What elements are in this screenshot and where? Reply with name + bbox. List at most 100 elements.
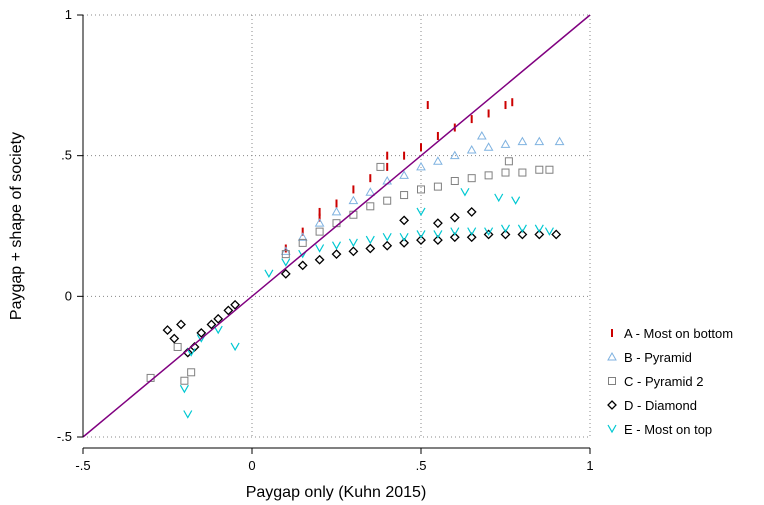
legend-item: D - Diamond	[607, 398, 697, 413]
data-point	[383, 196, 392, 205]
data-point	[484, 227, 494, 236]
data-point	[399, 170, 409, 179]
legend-label: B - Pyramid	[624, 350, 692, 365]
data-point	[365, 235, 375, 245]
legend-item: E - Most on top	[607, 422, 712, 437]
data-point	[331, 206, 342, 216]
data-point	[450, 176, 459, 185]
data-point	[348, 195, 359, 205]
data-point	[180, 376, 189, 385]
data-point	[206, 319, 217, 330]
legend-label: A - Most on bottom	[624, 326, 733, 341]
legend-item: B - Pyramid	[607, 350, 692, 365]
data-point	[213, 325, 223, 335]
series-4-points	[162, 207, 562, 358]
data-point	[467, 227, 477, 236]
data-point	[315, 227, 324, 236]
data-point	[551, 229, 562, 240]
grid	[82, 14, 591, 438]
data-point	[504, 157, 513, 166]
data-point	[298, 238, 307, 247]
ticks: -.5 0 .5 1 -.5 0 .5 1	[57, 7, 594, 473]
data-point	[399, 215, 410, 226]
data-point	[264, 269, 274, 279]
data-point	[544, 227, 554, 236]
data-point	[483, 142, 494, 151]
data-point	[545, 165, 554, 174]
data-point	[297, 260, 308, 271]
data-points	[146, 98, 565, 419]
data-point	[173, 342, 182, 351]
data-point	[400, 191, 409, 200]
axes	[82, 15, 590, 449]
data-point	[417, 185, 425, 194]
data-point	[449, 232, 460, 243]
data-point	[517, 229, 528, 240]
x-tick-label: .5	[416, 458, 427, 473]
data-point	[382, 232, 392, 242]
y-tick-label: 0	[65, 288, 72, 303]
data-point	[348, 238, 358, 248]
data-point	[281, 250, 290, 259]
data-point	[483, 229, 494, 240]
data-point	[476, 130, 487, 140]
data-point	[466, 232, 477, 243]
data-point	[331, 249, 342, 260]
data-point	[416, 161, 426, 171]
data-point	[511, 196, 521, 205]
data-point	[467, 174, 476, 183]
data-point	[500, 224, 511, 234]
x-tick-label: -.5	[75, 458, 90, 473]
legend-item: A - Most on bottom	[611, 326, 733, 341]
data-point	[169, 333, 180, 344]
data-point	[416, 230, 426, 239]
legend-label: C - Pyramid 2	[624, 374, 703, 389]
legend-marker	[607, 424, 617, 434]
data-point	[280, 268, 291, 279]
data-point	[162, 325, 173, 336]
y-tick-label: 1	[65, 7, 72, 22]
data-point	[517, 136, 528, 146]
data-point	[176, 319, 186, 330]
data-point	[534, 136, 545, 146]
data-point	[315, 244, 325, 253]
data-point	[432, 218, 443, 229]
data-point	[460, 187, 470, 197]
x-axis-title: Paygap only (Kuhn 2015)	[246, 484, 427, 501]
y-axis-title: Paygap + shape of society	[8, 132, 25, 320]
series-1-points	[284, 98, 514, 253]
data-point	[281, 258, 291, 267]
data-point	[449, 212, 460, 223]
data-point	[376, 162, 385, 171]
data-point	[534, 224, 544, 234]
data-point	[365, 243, 376, 254]
legend-marker	[607, 351, 617, 361]
data-point	[186, 348, 196, 357]
data-point	[534, 229, 545, 240]
reference-line	[82, 14, 591, 438]
legend-item: C - Pyramid 2	[608, 374, 703, 389]
data-point	[213, 313, 224, 324]
data-point	[183, 410, 193, 419]
data-point	[466, 207, 477, 217]
data-point	[433, 182, 442, 191]
data-point	[348, 246, 359, 257]
legend-label: D - Diamond	[624, 398, 697, 413]
data-point	[399, 232, 409, 242]
data-point	[466, 145, 477, 154]
data-point	[517, 224, 527, 234]
data-point	[518, 168, 527, 177]
data-point	[433, 156, 443, 165]
data-point	[433, 230, 443, 239]
data-point	[314, 218, 325, 227]
x-tick-label: 1	[586, 458, 593, 473]
data-point	[187, 368, 196, 377]
data-point	[223, 305, 234, 316]
data-point	[416, 207, 426, 217]
y-tick-label: .5	[61, 148, 72, 163]
legend-marker	[607, 400, 617, 410]
data-point	[331, 241, 342, 250]
data-point	[484, 171, 493, 180]
